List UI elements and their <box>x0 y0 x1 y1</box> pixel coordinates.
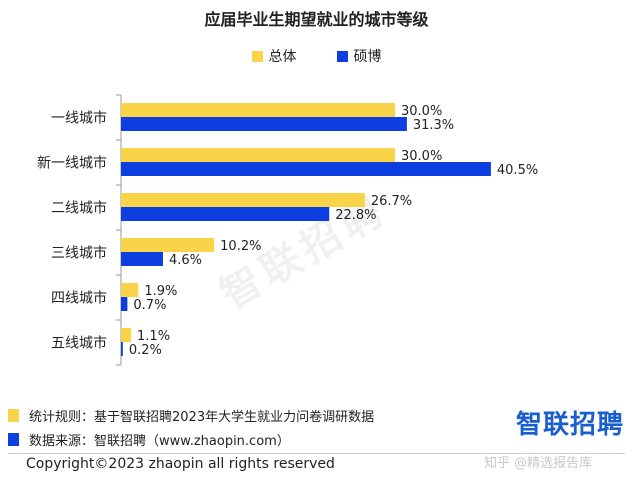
note-rule: 统计规则：基于智联招聘2023年大学生就业力问卷调研数据 <box>8 403 374 427</box>
note-source: 数据来源：智联招聘（www.zhaopin.com） <box>8 427 374 451</box>
bar-postgrad <box>121 117 407 131</box>
legend-swatch-overall <box>251 50 263 62</box>
bar-postgrad <box>121 297 128 311</box>
bar-overall <box>121 283 139 297</box>
legend-label-postgrad: 硕博 <box>353 49 382 65</box>
data-label-overall: 30.0% <box>401 149 442 164</box>
bar-overall <box>121 193 365 207</box>
notes: 统计规则：基于智联招聘2023年大学生就业力问卷调研数据 数据来源：智联招聘（w… <box>8 403 374 451</box>
note-rule-text: 统计规则：基于智联招聘2023年大学生就业力问卷调研数据 <box>29 409 375 425</box>
legend-swatch-postgrad <box>336 50 348 62</box>
data-label-postgrad: 31.3% <box>413 118 454 133</box>
bar-postgrad <box>121 252 164 266</box>
data-label-postgrad: 4.6% <box>169 253 202 268</box>
watermark-text: 知乎 @精选报告库 <box>484 456 593 471</box>
note-swatch-rule <box>8 408 19 422</box>
data-label-postgrad: 40.5% <box>497 163 538 178</box>
data-label-overall: 10.2% <box>220 239 261 254</box>
legend-label-overall: 总体 <box>268 49 297 65</box>
bar-overall <box>121 103 395 117</box>
chart-title: 应届毕业生期望就业的城市等级 <box>204 10 429 29</box>
data-label-overall: 26.7% <box>371 194 412 209</box>
category-label: 二线城市 <box>51 200 107 217</box>
data-label-overall: 1.1% <box>137 329 170 344</box>
data-label-overall: 1.9% <box>144 284 177 299</box>
data-label-postgrad: 0.7% <box>133 298 166 313</box>
data-label-postgrad: 0.2% <box>129 343 162 358</box>
category-label: 一线城市 <box>51 110 107 127</box>
data-label-postgrad: 22.8% <box>335 208 376 223</box>
footer-divider <box>8 453 625 454</box>
brand-logo: 智联招聘 <box>516 410 625 440</box>
copyright-text: Copyright©2023 zhaopin all rights reserv… <box>26 456 335 472</box>
bar-overall <box>121 148 395 162</box>
bar-overall <box>121 238 215 252</box>
legend-item-overall: 总体 <box>251 46 297 66</box>
bar-overall <box>121 328 132 342</box>
note-swatch-source <box>8 432 19 446</box>
data-label-overall: 30.0% <box>401 104 442 119</box>
category-label: 三线城市 <box>51 245 107 262</box>
bar-postgrad <box>121 342 123 356</box>
category-label: 四线城市 <box>51 290 107 307</box>
bar-postgrad <box>121 162 491 176</box>
category-label: 五线城市 <box>51 335 107 352</box>
legend-item-postgrad: 硕博 <box>336 46 382 66</box>
category-label: 新一线城市 <box>37 155 107 172</box>
bar-postgrad <box>121 207 330 221</box>
legend: 总体 硕博 <box>0 46 633 66</box>
bar-chart: 一线城市 30.0%31.3%新一线城市 30.0%40.5%二线城市 26.7%22… <box>37 94 538 366</box>
note-source-text: 数据来源：智联招聘（www.zhaopin.com） <box>29 433 290 449</box>
